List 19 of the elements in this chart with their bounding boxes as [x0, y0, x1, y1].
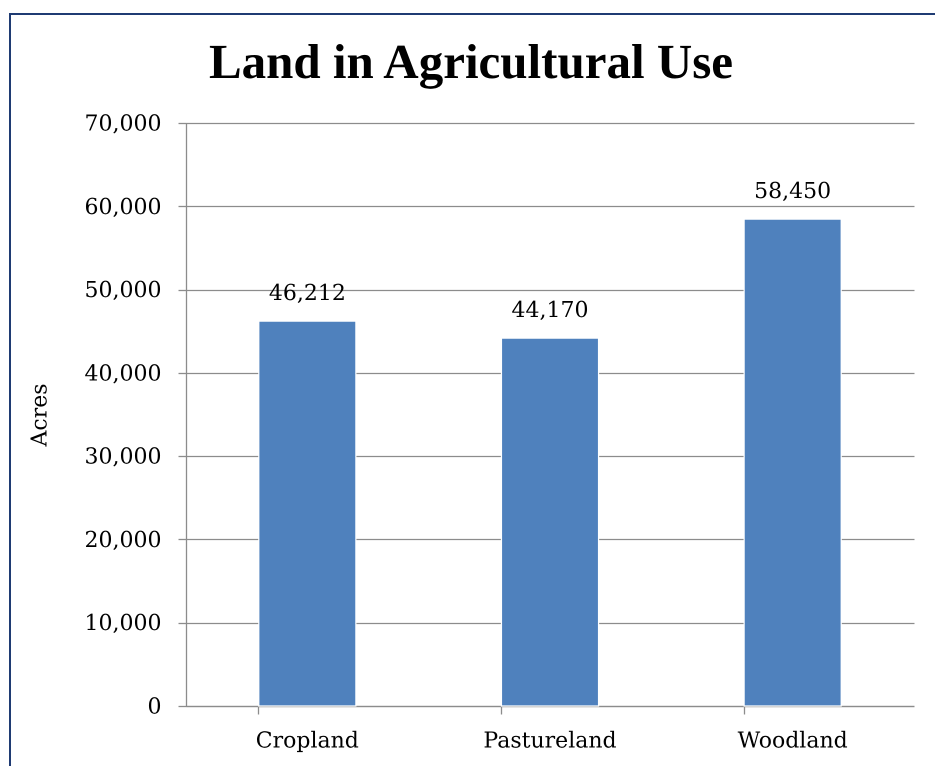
bar: [500, 338, 600, 707]
bar: [258, 320, 356, 707]
x-tick-label: Cropland: [256, 728, 359, 754]
y-axis-title: Acres: [28, 383, 53, 448]
data-label: 46,212: [268, 281, 346, 306]
y-tick-label: 20,000: [84, 528, 162, 553]
data-label: 58,450: [754, 179, 832, 204]
y-tick-label: 0: [148, 694, 162, 720]
y-tick-label: 60,000: [84, 194, 162, 220]
y-tick-label: 50,000: [84, 278, 162, 304]
data-label: 44,170: [512, 298, 588, 324]
y-tick-label: 70,000: [84, 112, 162, 136]
x-tick-label: Pastureland: [483, 728, 617, 754]
y-tick-label: 30,000: [84, 444, 162, 470]
bar: [744, 218, 842, 707]
y-tick-label: 10,000: [84, 611, 162, 636]
chart-title: Land in Agricultural Use: [208, 34, 734, 89]
x-tick-label: Woodland: [738, 728, 848, 754]
y-tick-label: 40,000: [84, 361, 162, 386]
